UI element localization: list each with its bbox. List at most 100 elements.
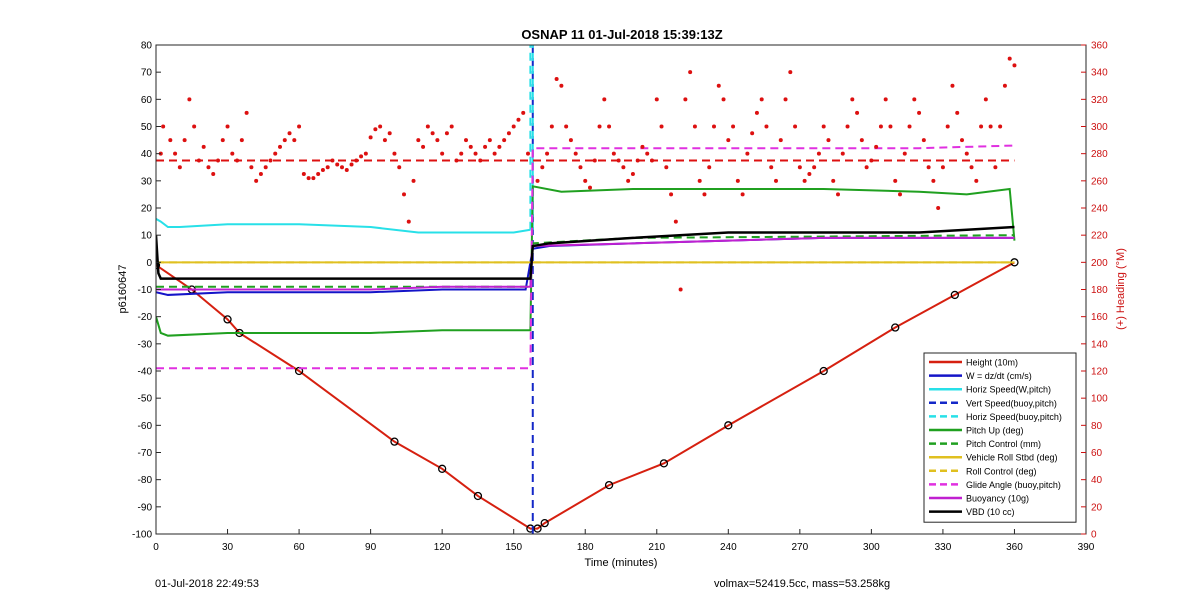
heading-point bbox=[721, 97, 726, 102]
heading-point bbox=[850, 97, 855, 102]
heading-point bbox=[249, 165, 254, 170]
heading-point bbox=[287, 131, 292, 136]
y-left-tick-label: -100 bbox=[132, 530, 152, 541]
y-left-tick-label: 10 bbox=[141, 231, 153, 242]
y-left-tick-label: -40 bbox=[138, 367, 153, 378]
y-left-tick-label: 70 bbox=[141, 68, 153, 79]
heading-point bbox=[254, 178, 259, 183]
heading-point bbox=[683, 97, 688, 102]
heading-point bbox=[769, 165, 774, 170]
heading-point bbox=[540, 165, 545, 170]
series-5 bbox=[156, 185, 1016, 337]
heading-point bbox=[783, 97, 788, 102]
y-right-tick-label: 60 bbox=[1091, 448, 1103, 459]
heading-point bbox=[893, 178, 898, 183]
series-1 bbox=[156, 236, 1015, 296]
height-marker bbox=[473, 491, 483, 501]
heading-point bbox=[516, 117, 521, 122]
heading-point bbox=[855, 110, 860, 115]
heading-point bbox=[864, 165, 869, 170]
heading-point bbox=[1002, 83, 1007, 88]
heading-point bbox=[492, 151, 497, 156]
heading-point bbox=[573, 151, 578, 156]
y-axis-label-right: (+) Heading (°M) bbox=[1115, 248, 1127, 330]
y-right-tick-label: 320 bbox=[1091, 95, 1108, 106]
x-tick-label: 390 bbox=[1078, 542, 1095, 553]
heading-point bbox=[1012, 63, 1017, 68]
heading-point bbox=[774, 178, 778, 183]
x-tick-label: 90 bbox=[365, 542, 377, 553]
heading-point bbox=[611, 151, 616, 156]
heading-point bbox=[645, 151, 650, 156]
y-left-tick-label: -80 bbox=[138, 475, 153, 486]
heading-point bbox=[220, 138, 225, 143]
y-right-tick-label: 360 bbox=[1091, 41, 1108, 52]
heading-point bbox=[359, 154, 364, 159]
heading-point bbox=[421, 144, 426, 149]
y-left-tick-label: -60 bbox=[138, 421, 153, 432]
heading-point bbox=[926, 165, 931, 170]
heading-point bbox=[239, 138, 244, 143]
heading-point bbox=[230, 151, 235, 156]
heading-point bbox=[607, 124, 612, 129]
heading-point bbox=[363, 151, 368, 156]
heading-point bbox=[378, 124, 383, 129]
y-left-tick-label: -50 bbox=[138, 394, 153, 405]
series-0 bbox=[156, 258, 1019, 533]
y-left-tick-label: 20 bbox=[141, 204, 153, 215]
heading-point bbox=[983, 97, 988, 102]
y-left-tick-label: -20 bbox=[138, 312, 153, 323]
heading-point bbox=[974, 178, 979, 183]
heading-point bbox=[201, 144, 206, 149]
heading-point bbox=[845, 124, 850, 129]
series-2 bbox=[156, 217, 531, 234]
heading-point bbox=[621, 165, 626, 170]
heading-point bbox=[969, 165, 974, 170]
heading-point bbox=[545, 151, 550, 156]
heading-point bbox=[998, 124, 1003, 129]
height-marker bbox=[390, 437, 399, 446]
heading-point bbox=[440, 151, 445, 156]
heading-point bbox=[888, 124, 893, 129]
heading-point bbox=[740, 192, 745, 197]
heading-point bbox=[225, 124, 230, 129]
x-tick-label: 120 bbox=[434, 542, 451, 553]
y-left-tick-label: 0 bbox=[146, 258, 152, 269]
footer-date: 01-Jul-2018 22:49:53 bbox=[155, 578, 259, 590]
legend-label: Horiz Speed(W,pitch) bbox=[966, 385, 1051, 395]
x-tick-label: 60 bbox=[294, 542, 306, 553]
heading-point bbox=[940, 165, 945, 170]
heading-point bbox=[626, 178, 631, 183]
heading-point bbox=[459, 151, 464, 156]
series-4 bbox=[529, 45, 534, 230]
heading-point bbox=[874, 144, 879, 149]
heading-point bbox=[912, 97, 917, 102]
heading-point bbox=[678, 287, 683, 292]
heading-point bbox=[392, 151, 397, 156]
heading-point bbox=[964, 151, 969, 156]
series-line bbox=[156, 217, 531, 234]
y-right-tick-label: 40 bbox=[1091, 475, 1103, 486]
heading-point bbox=[206, 165, 211, 170]
height-marker bbox=[156, 260, 161, 270]
legend-label: Pitch Up (deg) bbox=[966, 426, 1024, 436]
y-right-tick-label: 260 bbox=[1091, 176, 1108, 187]
heading-point bbox=[945, 124, 950, 129]
series-line bbox=[156, 261, 1015, 530]
heading-point bbox=[416, 138, 421, 143]
y-right-tick-label: 220 bbox=[1091, 231, 1108, 242]
footer-info: volmax=52419.5cc, mass=53.258kg bbox=[714, 578, 891, 590]
legend-box bbox=[923, 352, 1077, 523]
legend-label: VBD (10 cc) bbox=[966, 507, 1015, 517]
heading-point bbox=[161, 124, 166, 129]
heading-point bbox=[812, 165, 817, 170]
heading-point bbox=[673, 219, 678, 224]
heading-point bbox=[411, 178, 416, 183]
heading-point bbox=[244, 110, 249, 115]
series-6 bbox=[156, 234, 1015, 288]
y-right-tick-label: 160 bbox=[1091, 312, 1108, 323]
heading-point bbox=[568, 138, 573, 143]
heading-point bbox=[216, 158, 220, 163]
heading-point bbox=[301, 172, 306, 177]
